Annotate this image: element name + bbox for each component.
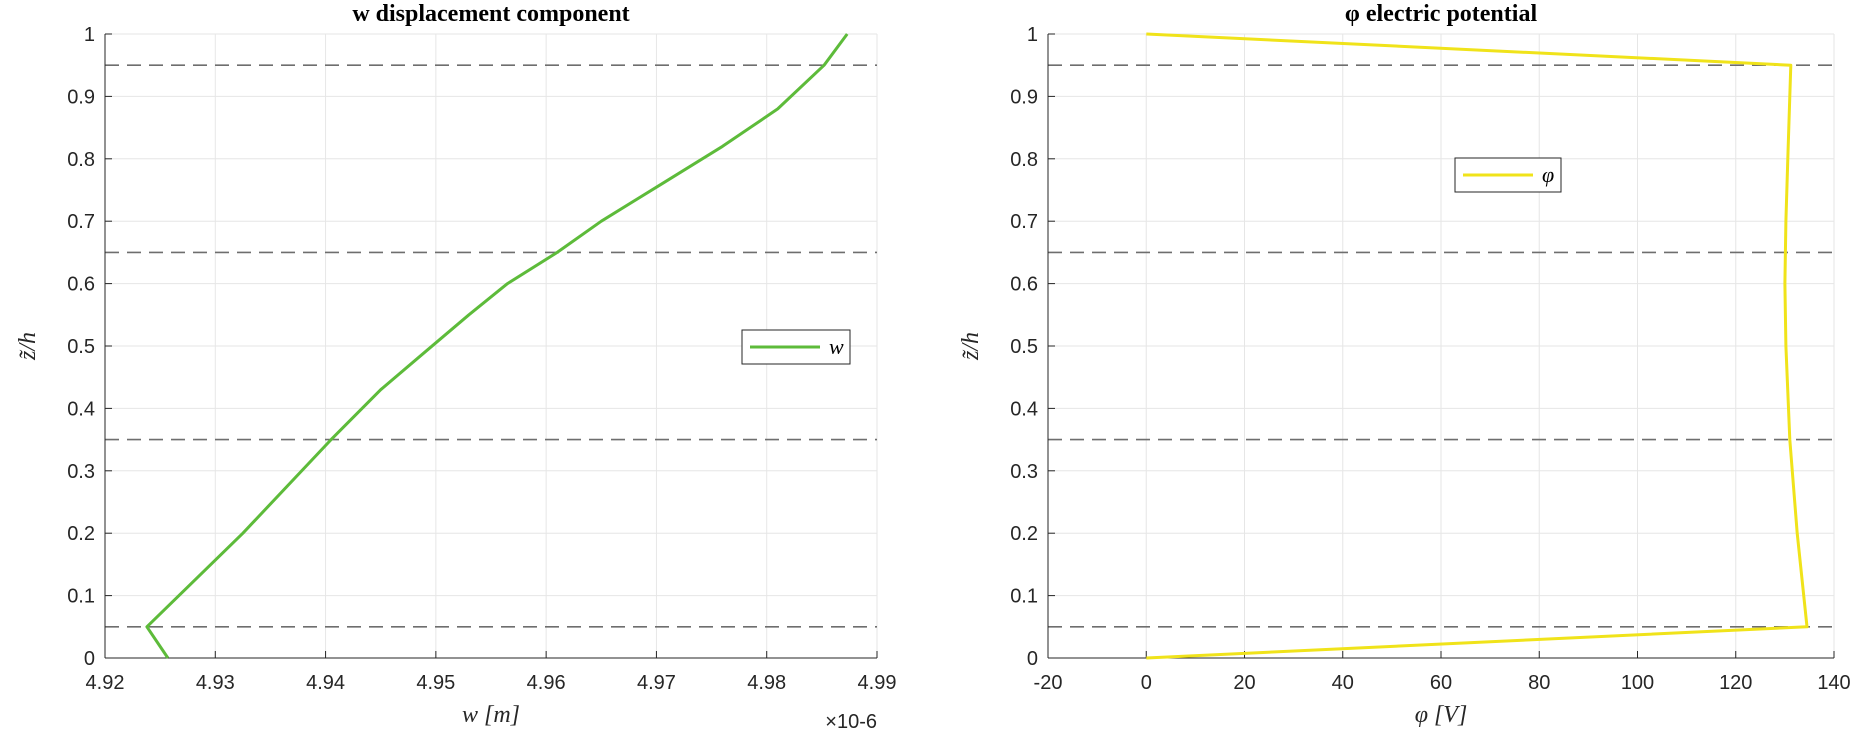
x-tick-label: 40 — [1332, 672, 1354, 694]
y-tick-label: 1 — [1027, 24, 1038, 46]
y-tick-label: 0.2 — [67, 523, 95, 545]
y-tick-label: 0.6 — [67, 274, 95, 296]
y-tick-label: 0.9 — [1010, 86, 1038, 108]
y-tick-label: 0.1 — [67, 586, 95, 608]
x-tick-label: 0 — [1141, 672, 1152, 694]
chart-title: φ electric potential — [1345, 1, 1538, 27]
x-axis-exponent: ×10-6 — [825, 711, 877, 733]
y-tick-label: 0 — [1027, 648, 1038, 670]
y-tick-label: 0.7 — [67, 211, 95, 233]
y-tick-label: 0.7 — [1010, 211, 1038, 233]
y-tick-label: 0.3 — [67, 461, 95, 483]
y-tick-label: 0.3 — [1010, 461, 1038, 483]
legend-label: φ — [1542, 162, 1554, 187]
chart-title: w displacement component — [352, 1, 629, 27]
legend-label: w — [829, 334, 844, 359]
y-tick-label: 0.5 — [1010, 336, 1038, 358]
series-line-φ — [1146, 32, 1809, 660]
x-tick-label: 120 — [1719, 672, 1752, 694]
x-tick-label: 4.94 — [306, 672, 345, 694]
x-tick-label: -20 — [1034, 672, 1063, 694]
legend: w — [741, 329, 851, 365]
x-axis-label: w [m] — [462, 702, 520, 728]
y-axis-label: z̃/h — [15, 332, 41, 361]
y-tick-label: 0.8 — [1010, 149, 1038, 171]
x-tick-label: 4.96 — [527, 672, 566, 694]
x-tick-label: 4.97 — [637, 672, 676, 694]
x-tick-label: 100 — [1621, 672, 1654, 694]
x-tick-label: 80 — [1528, 672, 1550, 694]
y-tick-label: 1 — [84, 24, 95, 46]
x-tick-label: 4.95 — [416, 672, 455, 694]
x-tick-label: 60 — [1430, 672, 1452, 694]
x-tick-label: 4.99 — [858, 672, 897, 694]
y-tick-label: 0.2 — [1010, 523, 1038, 545]
y-tick-label: 0.4 — [67, 398, 95, 420]
chart-panel-2: -20 0 20 40 60 80 100 120 14000.10.20.30.40.50.6… — [958, 1, 1851, 728]
y-tick-label: 0.5 — [67, 336, 95, 358]
y-axis-label: z̃/h — [958, 332, 984, 361]
y-tick-label: 0.6 — [1010, 274, 1038, 296]
x-tick-label: 4.93 — [196, 672, 235, 694]
x-tick-label: 4.98 — [747, 672, 786, 694]
series-line-w — [145, 33, 849, 659]
y-tick-label: 0.9 — [67, 86, 95, 108]
x-tick-label: 4.92 — [86, 672, 125, 694]
legend: φ — [1454, 157, 1562, 193]
y-tick-label: 0.8 — [67, 149, 95, 171]
x-tick-label: 20 — [1233, 672, 1255, 694]
y-tick-label: 0 — [84, 648, 95, 670]
x-axis-label: φ [V] — [1415, 702, 1468, 728]
y-tick-label: 0.1 — [1010, 586, 1038, 608]
y-tick-label: 0.4 — [1010, 398, 1038, 420]
x-tick-label: 140 — [1817, 672, 1850, 694]
chart-panel-1: 4.92 4.93 4.94 4.95 4.96 4.97 4.98 4.99 0 0.1 0.2 0… — [15, 1, 896, 733]
